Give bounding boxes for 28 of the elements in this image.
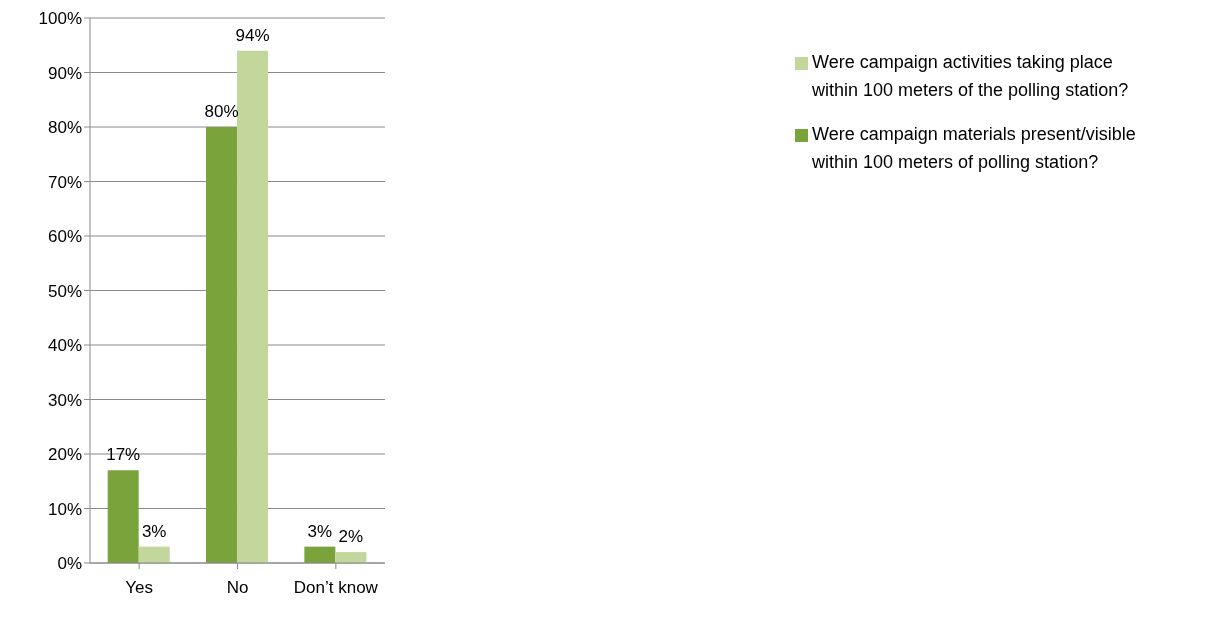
y-tick-label: 20% — [47, 445, 82, 465]
y-tick-label: 90% — [47, 63, 82, 83]
data-label: 80% — [204, 102, 239, 121]
bar — [107, 470, 139, 563]
data-label: 17% — [106, 445, 141, 465]
y-tick-label: 40% — [47, 336, 82, 356]
y-tick-label: 10% — [47, 499, 82, 519]
x-tick-label: Yes — [125, 578, 154, 598]
bar — [335, 552, 367, 563]
bar — [304, 546, 336, 563]
data-label: 2% — [338, 527, 364, 547]
legend-label: Were campaign activities taking place within 100 meters of the polling station? — [812, 51, 1130, 102]
bar — [138, 546, 170, 563]
data-label: 3% — [141, 521, 167, 541]
y-tick-label: 80% — [47, 118, 82, 138]
y-tick-label: 30% — [47, 390, 82, 410]
y-tick-label: 50% — [47, 281, 82, 301]
y-tick-label: 70% — [47, 172, 82, 192]
data-label: 94% — [235, 25, 270, 45]
x-tick-label: Don’t know — [293, 578, 379, 598]
y-tick-label: 0% — [57, 554, 82, 574]
legend-label: Were campaign materials present/visible within 100 meters of polling station? — [812, 123, 1137, 174]
y-tick-label: 100% — [38, 9, 82, 29]
bar — [237, 50, 269, 563]
x-tick-label: No — [226, 578, 249, 598]
y-tick-label: 60% — [47, 227, 82, 247]
bar — [206, 127, 238, 563]
data-label: 3% — [307, 521, 333, 541]
